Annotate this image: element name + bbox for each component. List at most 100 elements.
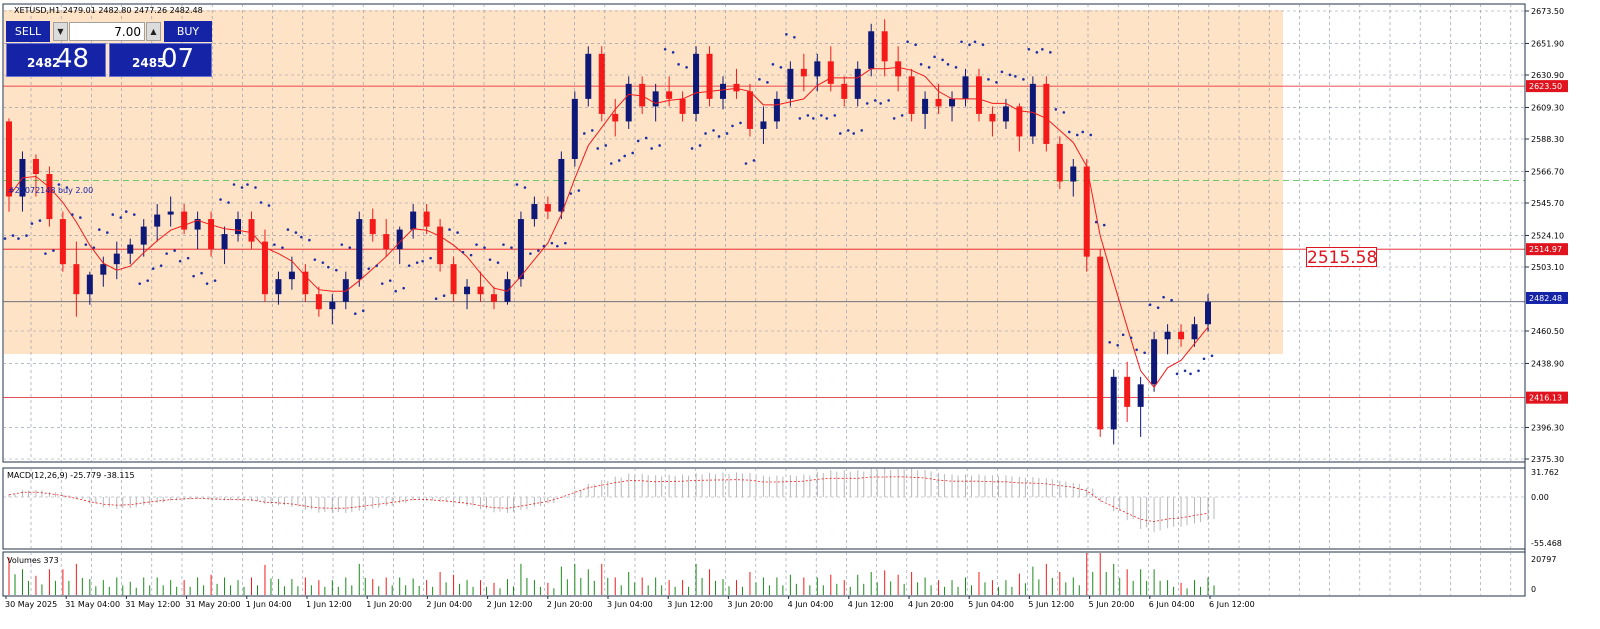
sar-dot [1183, 369, 1187, 373]
sar-dot [973, 40, 977, 44]
candle-body [369, 219, 376, 235]
lot-increase-button[interactable]: ▲ [146, 22, 161, 41]
sell-button[interactable]: SELL [6, 21, 50, 42]
macd-axis-label: 31.762 [1531, 468, 1559, 477]
candle-body [342, 279, 349, 302]
candle-body [1070, 166, 1077, 182]
current-price-badge-bg [1526, 291, 1568, 304]
sar-dot [900, 114, 904, 117]
sar-dot [1049, 51, 1052, 54]
candle-body [329, 301, 336, 310]
sar-dot [704, 132, 707, 135]
candle-body [760, 121, 767, 129]
buy-price-pips: 07 [161, 44, 195, 74]
candle-body [235, 219, 242, 235]
buy-price-button[interactable]: 2485 07 [109, 43, 212, 77]
sar-dot [537, 249, 540, 252]
sar-dot [407, 264, 411, 267]
sar-dot [1089, 133, 1093, 137]
sar-dot [1175, 372, 1179, 376]
sar-dot [98, 228, 101, 231]
sar-dot [483, 246, 486, 249]
sar-dot [138, 282, 142, 285]
time-axis-label: 4 Jun 20:00 [908, 600, 954, 609]
highlight-zone [4, 10, 1283, 354]
sar-dot [919, 63, 923, 66]
volume-axis-label: 20797 [1531, 555, 1556, 564]
buy-button[interactable]: BUY [164, 21, 212, 42]
candle-body [275, 279, 282, 295]
price-axis-label: 2438.90 [1531, 359, 1564, 368]
price-axis-label: 2630.90 [1531, 71, 1564, 80]
sar-dot [798, 117, 802, 120]
sar-dot [340, 243, 344, 246]
sar-dot [825, 117, 829, 120]
sar-dot [294, 231, 298, 234]
lot-decrease-button[interactable]: ▼ [53, 22, 68, 41]
candle-body [356, 219, 363, 280]
sar-dot [44, 252, 47, 255]
sar-dot [361, 309, 365, 313]
sar-dot [488, 258, 492, 261]
candle-body [679, 98, 686, 114]
sar-dot [771, 63, 775, 66]
sar-dot [375, 264, 379, 267]
sar-dot [914, 43, 917, 47]
candle-body [1178, 331, 1185, 340]
sar-dot [300, 235, 303, 239]
sar-dot [685, 66, 688, 69]
current-price-badge: 2482.48 [1529, 294, 1562, 303]
candle-body [666, 91, 673, 99]
candle-body [800, 68, 807, 77]
candle-body [1083, 166, 1090, 257]
sar-dot [1035, 51, 1039, 54]
candle-body [410, 211, 417, 230]
sar-dot [933, 55, 936, 59]
candle-body [693, 53, 700, 114]
candle-body [1205, 301, 1211, 325]
price-axis-label: 2460.50 [1531, 327, 1564, 336]
volume-axis-label: 0 [1531, 585, 1536, 594]
time-axis-label: 31 May 20:00 [186, 600, 241, 609]
price-level-callout[interactable]: 2515.58 [1306, 247, 1378, 268]
price-axis-label: 2566.70 [1531, 167, 1564, 176]
sar-dot [205, 282, 209, 285]
candle-body [746, 91, 753, 129]
sar-dot [744, 162, 748, 165]
candle-body [1151, 339, 1158, 385]
price-axis-label: 2524.10 [1531, 231, 1564, 240]
sar-dot [146, 279, 150, 282]
candle-body [652, 91, 659, 107]
candle-body [1043, 83, 1050, 144]
time-axis-label: 3 Jun 20:00 [727, 600, 773, 609]
sar-dot [380, 282, 384, 285]
candle-body [248, 219, 255, 242]
sar-dot [927, 66, 931, 69]
candle-body [1029, 83, 1036, 137]
sar-dot [644, 136, 648, 140]
sar-dot [658, 144, 661, 147]
sar-dot [442, 294, 446, 297]
sar-dot [186, 256, 190, 260]
candle-body [571, 98, 578, 159]
time-axis-label: 4 Jun 12:00 [848, 600, 894, 609]
sar-dot [502, 243, 505, 246]
lot-size-input[interactable] [69, 22, 145, 41]
volumes-title: Volumes 373 [7, 556, 59, 565]
sar-dot [1075, 133, 1079, 137]
sell-price-button[interactable]: 2482 48 [6, 43, 106, 77]
time-axis-label: 6 Jun 12:00 [1209, 600, 1255, 609]
candle-body [100, 264, 107, 275]
time-axis-label: 4 Jun 04:00 [788, 600, 834, 609]
candles [6, 19, 1211, 445]
price-axis-label: 2503.10 [1531, 263, 1564, 272]
sar-dot [308, 238, 311, 242]
sar-dot [178, 259, 182, 263]
sar-dot [1102, 223, 1106, 227]
sar-dot [232, 183, 236, 186]
sar-dot [556, 244, 559, 248]
sar-dot [475, 243, 478, 246]
sar-dot [838, 132, 842, 135]
sar-dot [448, 228, 451, 231]
